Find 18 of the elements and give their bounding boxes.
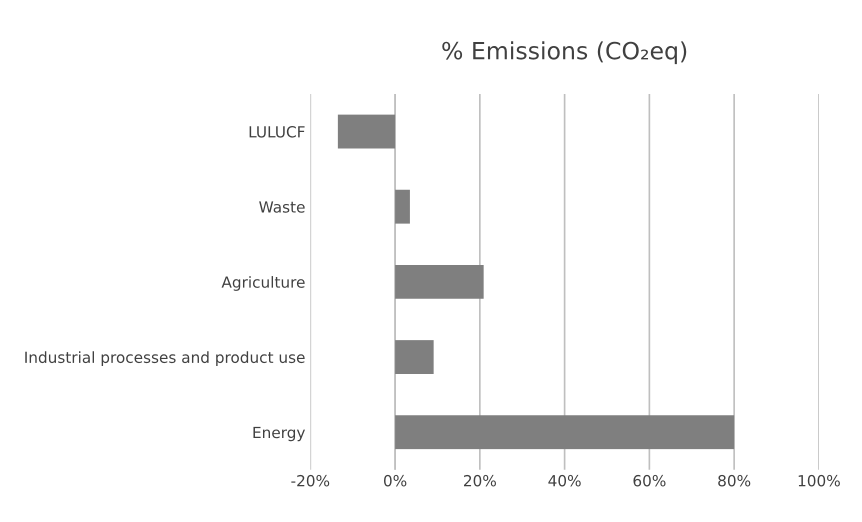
y-tick-label: Agriculture <box>222 276 305 291</box>
x-tick-label: 0% <box>384 474 406 486</box>
y-tick-label: Energy <box>253 426 305 442</box>
x-tick-label: 60% <box>633 474 666 486</box>
y-tick-label: Industrial processes and product use <box>25 351 305 366</box>
x-tick-label: 20% <box>464 474 496 486</box>
y-tick-label: LULUCF <box>250 126 305 138</box>
y-tick-label: Waste <box>259 201 305 213</box>
x-tick-label: -20% <box>291 474 330 486</box>
bar <box>395 340 434 374</box>
x-tick-label: 80% <box>718 474 750 486</box>
chart-title: % Emissions (CO₂eq) <box>442 41 686 64</box>
x-tick-label: 100% <box>798 474 840 486</box>
bar <box>395 264 484 299</box>
x-tick-label: 40% <box>548 474 581 486</box>
bar <box>395 415 734 450</box>
bar <box>338 114 396 148</box>
bar <box>395 190 410 224</box>
